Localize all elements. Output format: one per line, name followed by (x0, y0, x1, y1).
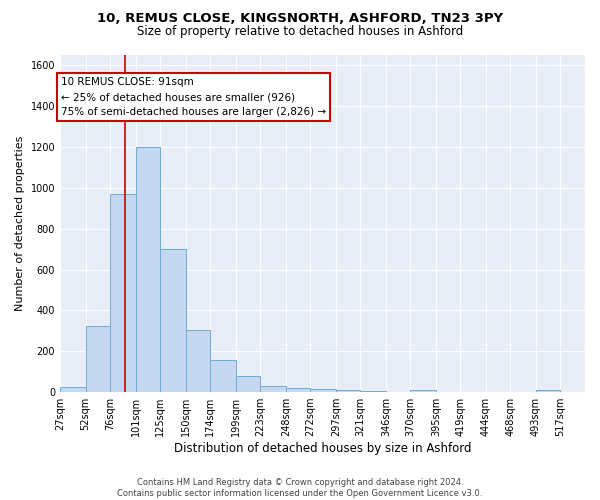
Bar (160, 249, 185, 392)
Bar (310, 389, 336, 392)
Y-axis label: Number of detached properties: Number of detached properties (15, 136, 25, 311)
Bar (260, 386, 286, 392)
Bar (236, 376, 260, 392)
Bar (361, 391, 386, 392)
Bar (536, 390, 560, 392)
Bar (210, 360, 236, 392)
Bar (185, 330, 210, 392)
Bar (86, 326, 110, 392)
Text: 10 REMUS CLOSE: 91sqm
← 25% of detached houses are smaller (926)
75% of semi-det: 10 REMUS CLOSE: 91sqm ← 25% of detached … (61, 78, 326, 117)
X-axis label: Distribution of detached houses by size in Ashford: Distribution of detached houses by size … (174, 442, 471, 455)
Bar (410, 390, 436, 392)
Bar (336, 390, 361, 392)
Text: 10, REMUS CLOSE, KINGSNORTH, ASHFORD, TN23 3PY: 10, REMUS CLOSE, KINGSNORTH, ASHFORD, TN… (97, 12, 503, 26)
Bar (136, 147, 160, 392)
Bar (286, 388, 310, 392)
Text: Contains HM Land Registry data © Crown copyright and database right 2024.
Contai: Contains HM Land Registry data © Crown c… (118, 478, 482, 498)
Text: Size of property relative to detached houses in Ashford: Size of property relative to detached ho… (137, 25, 463, 38)
Bar (60, 387, 86, 392)
Bar (110, 194, 136, 392)
